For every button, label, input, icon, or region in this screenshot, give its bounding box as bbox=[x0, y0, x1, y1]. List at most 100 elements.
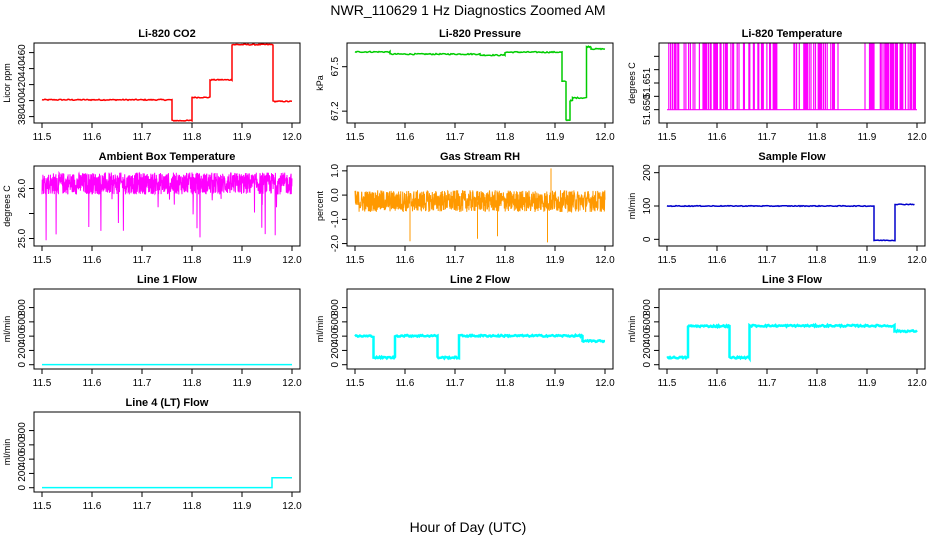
x-tick-label: 11.6 bbox=[83, 501, 102, 512]
y-tick-label: 400 bbox=[17, 450, 28, 467]
y-axis-label: percent bbox=[315, 190, 325, 221]
y-tick-label: 600 bbox=[330, 313, 341, 330]
x-tick-label: 11.5 bbox=[33, 132, 52, 143]
series bbox=[666, 322, 918, 363]
x-tick-label: 11.9 bbox=[233, 255, 252, 266]
y-tick-label: 600 bbox=[17, 313, 28, 330]
x-tick-label: 11.7 bbox=[133, 132, 152, 143]
x-tick-label: 11.8 bbox=[183, 255, 202, 266]
x-tick-label: 11.8 bbox=[496, 255, 515, 266]
y-tick-label: 0 bbox=[642, 236, 653, 242]
y-tick-label: 400 bbox=[17, 92, 28, 109]
figure-xlabel: Hour of Day (UTC) bbox=[410, 519, 527, 535]
series-line bbox=[42, 476, 292, 489]
panel-title: Line 2 Flow bbox=[450, 274, 510, 286]
x-tick-label: 11.8 bbox=[808, 132, 827, 143]
x-tick-label: 11.6 bbox=[708, 378, 727, 389]
x-tick-label: 12.0 bbox=[282, 255, 302, 266]
y-tick-label: 0 bbox=[642, 361, 653, 367]
x-tick-label: 12.0 bbox=[595, 378, 615, 389]
series-line bbox=[667, 43, 917, 111]
y-axis-label: ml/min bbox=[315, 316, 325, 343]
panel-line3: Line 3 Flow ml/min 11.5 11.6 11.7 11.8 11.9 12.… bbox=[627, 274, 927, 389]
series bbox=[41, 170, 293, 241]
panel-line2: Line 2 Flow ml/min 11.5 11.6 11.7 11.8 11.9 12.… bbox=[315, 274, 615, 389]
panel-title: Line 1 Flow bbox=[137, 274, 197, 286]
y-tick-label: 420 bbox=[17, 76, 28, 93]
y-tick-label: 0 bbox=[330, 361, 341, 367]
x-tick-label: 11.9 bbox=[233, 501, 252, 512]
x-tick-label: 11.7 bbox=[758, 378, 777, 389]
panel-line1: Line 1 Flow ml/min 11.5 11.6 11.7 11.8 11.9 12.… bbox=[2, 274, 302, 389]
y-tick-label: -2.0 bbox=[330, 235, 341, 253]
y-tick-label: 400 bbox=[17, 327, 28, 344]
x-tick-label: 11.5 bbox=[33, 255, 52, 266]
series-line bbox=[354, 45, 606, 122]
y-tick-label: 800 bbox=[17, 299, 28, 316]
y-axis-label: kPa bbox=[315, 75, 325, 91]
x-tick-label: 11.9 bbox=[233, 378, 252, 389]
x-tick-label: 11.7 bbox=[133, 255, 152, 266]
x-tick-label: 12.0 bbox=[595, 132, 615, 143]
y-axis-label: degrees C bbox=[2, 185, 12, 227]
x-tick-label: 11.6 bbox=[708, 255, 727, 266]
y-tick-label: 200 bbox=[17, 342, 28, 359]
series bbox=[354, 332, 605, 361]
panel-title: Line 3 Flow bbox=[762, 274, 822, 286]
panel-temperature: Li-820 Temperature degrees C 11.5 11.6 11.7 1… bbox=[627, 28, 927, 143]
plot-frame bbox=[33, 288, 301, 370]
x-tick-label: 11.5 bbox=[33, 501, 52, 512]
x-tick-label: 11.5 bbox=[658, 255, 677, 266]
y-tick-label: 0 bbox=[17, 484, 28, 490]
series-line bbox=[41, 43, 293, 123]
panel-title: Sample Flow bbox=[758, 151, 826, 163]
panel-title: Gas Stream RH bbox=[440, 151, 520, 163]
plot-frame bbox=[346, 165, 614, 247]
x-tick-label: 12.0 bbox=[907, 255, 927, 266]
y-axis-label: ml/min bbox=[627, 193, 637, 220]
x-tick-label: 11.6 bbox=[83, 132, 102, 143]
x-tick-label: 11.5 bbox=[658, 132, 677, 143]
series-line bbox=[666, 203, 915, 242]
x-tick-label: 11.7 bbox=[446, 255, 465, 266]
x-tick-label: 11.7 bbox=[446, 378, 465, 389]
x-tick-label: 11.7 bbox=[133, 378, 152, 389]
y-tick-label: 100 bbox=[642, 197, 653, 214]
x-tick-label: 11.6 bbox=[396, 378, 415, 389]
series-line bbox=[354, 332, 605, 361]
y-tick-label: 1.0 bbox=[330, 163, 341, 177]
y-tick-label: 67.2 bbox=[330, 101, 341, 121]
x-tick-label: 12.0 bbox=[907, 378, 927, 389]
x-tick-label: 11.7 bbox=[133, 501, 152, 512]
series bbox=[354, 168, 606, 243]
plot-frame bbox=[346, 42, 614, 124]
panel-sampleflow: Sample Flow ml/min 11.5 11.6 11.7 11.8 11.9 12.… bbox=[627, 151, 927, 266]
x-tick-label: 11.9 bbox=[858, 255, 877, 266]
plot-frame bbox=[658, 288, 926, 370]
x-tick-label: 11.9 bbox=[546, 378, 565, 389]
panel-line4: Line 4 (LT) Flow ml/min 11.5 11.6 11.7 11.8 11… bbox=[2, 397, 302, 512]
x-tick-label: 11.9 bbox=[858, 132, 877, 143]
x-tick-label: 11.8 bbox=[496, 132, 515, 143]
x-tick-label: 11.8 bbox=[183, 378, 202, 389]
y-tick-label: 400 bbox=[642, 327, 653, 344]
panel-title: Li-820 Pressure bbox=[439, 28, 521, 40]
panel-rh: Gas Stream RH percent 11.5 11.6 11.7 11.8 11.9… bbox=[315, 151, 615, 266]
x-tick-label: 11.8 bbox=[808, 378, 827, 389]
x-tick-label: 12.0 bbox=[595, 255, 615, 266]
y-tick-label: 400 bbox=[330, 327, 341, 344]
series bbox=[667, 43, 917, 111]
x-tick-label: 11.6 bbox=[708, 132, 727, 143]
y-axis-label: ml/min bbox=[2, 316, 12, 343]
plot-frame bbox=[346, 288, 614, 370]
y-tick-label: 200 bbox=[330, 342, 341, 359]
y-tick-label: 67.5 bbox=[330, 57, 341, 77]
y-tick-label: 25.0 bbox=[17, 228, 28, 248]
y-tick-label: 440 bbox=[17, 60, 28, 77]
x-tick-label: 11.8 bbox=[808, 255, 827, 266]
y-tick-label: 26.0 bbox=[17, 178, 28, 198]
figure-title: NWR_110629 1 Hz Diagnostics Zoomed AM bbox=[330, 2, 605, 18]
y-tick-label: 800 bbox=[330, 299, 341, 316]
panel-title: Ambient Box Temperature bbox=[99, 151, 236, 163]
y-tick-label: 200 bbox=[642, 342, 653, 359]
